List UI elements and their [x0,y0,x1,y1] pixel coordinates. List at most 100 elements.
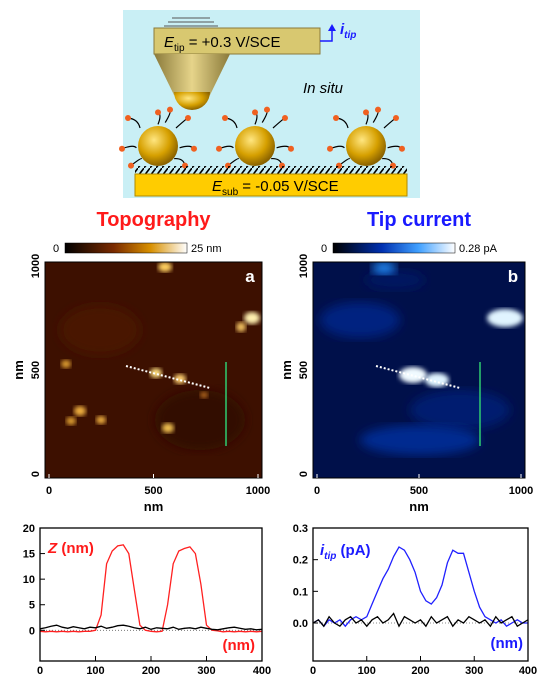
x-tick-label: 0 [310,665,316,675]
subscript: sub [222,187,239,198]
tip-holder [153,27,321,55]
nanoparticle [346,126,386,166]
y-axis-label: nm [11,360,26,380]
ligand-end [119,145,125,152]
tip-current-features [320,262,523,455]
y-tick-label: 500 [30,361,42,379]
y-tick-label: 0.0 [293,618,308,630]
y-tick-label: 0 [298,471,310,477]
panel-letter: b [508,267,518,286]
y-tick-label: 10 [23,574,35,586]
x-axis-label: (nm) [223,637,256,654]
symbol: i [320,542,325,559]
arrow-head [328,24,336,31]
data-line [39,544,263,633]
y-tick-label: 0 [29,625,35,637]
ligand-end [252,109,258,116]
y-tick-label: 15 [23,549,35,561]
x-tick-label: 0 [314,485,320,497]
current-arrow [320,29,333,42]
data-line [312,546,528,628]
map-title: Topography [96,209,211,231]
unit: (nm) [57,540,94,557]
y-tick-label: 0.3 [293,523,308,535]
ligand-end [222,115,228,121]
nanoparticle [138,126,178,166]
ligand-end [167,106,173,113]
colorbar-min: 0 [53,243,59,255]
in-situ-label: In situ [303,80,344,97]
y-tick-label: 0 [30,471,42,477]
y-tick-label: 1000 [30,254,42,278]
ligand-end [264,106,270,113]
map-title: Tip current [367,209,471,231]
ligand-end [216,145,222,152]
text: = +0.3 V/SCE [185,34,281,51]
tip-apex [174,92,210,110]
colorbar-max: 0.28 pA [459,243,498,255]
unit: (pA) [336,542,370,559]
substrate [134,173,408,197]
x-tick-label: 200 [411,665,429,675]
y-tick-label: 5 [29,600,35,612]
particles [119,106,405,169]
sam-layer [135,166,407,174]
x-axis-label: nm [409,499,429,514]
x-tick-label: 100 [86,665,104,675]
y-tick-label: 0.1 [293,586,308,598]
ligand-end [282,115,288,121]
ligand-end [327,145,333,152]
x-tick-label: 400 [519,665,537,675]
text: = -0.05 V/SCE [238,178,338,195]
y-tick-label: 500 [298,361,310,379]
subscript: tip [174,43,185,54]
ligand-end [375,106,381,113]
data-line [312,612,529,628]
x-tick-label: 300 [197,665,215,675]
ligand-end [128,162,134,169]
x-tick-label: 0 [46,485,52,497]
x-tick-label: 500 [410,485,428,497]
x-tick-label: 400 [253,665,271,675]
x-axis-label: nm [144,499,164,514]
ligand-end [333,115,339,121]
x-axis-label: (nm) [491,635,524,652]
subscript: tip [344,30,356,41]
x-tick-label: 200 [142,665,160,675]
x-tick-label: 300 [465,665,483,675]
ligand-end [155,109,161,116]
x-tick-label: 1000 [509,485,533,497]
y-tick-label: 20 [23,523,35,535]
panel-letter: a [245,267,255,286]
e-sub-label: Esub = -0.05 V/SCE [212,178,339,198]
subscript: tip [324,551,336,562]
topography-features [60,262,260,450]
ligand-end [399,145,405,152]
nanoparticle [235,126,275,166]
colorbar-max: 25 nm [191,243,222,255]
x-tick-label: 0 [37,665,43,675]
symbol: E [164,34,175,51]
colorbar [332,242,456,254]
ligand-end [393,115,399,121]
symbol: E [212,178,223,195]
x-tick-label: 100 [358,665,376,675]
ligand-end [125,115,131,121]
symbol: i [340,21,345,38]
y-axis-label: Z (nm) [47,540,94,557]
y-tick-label: 1000 [298,254,310,278]
y-tick-label: 0.2 [293,555,308,567]
x-tick-label: 1000 [246,485,270,497]
i-tip-label: itip [340,21,356,41]
data-line [39,624,263,631]
x-tick-label: 500 [144,485,162,497]
schematic: Etip = +0.3 V/SCE itip In situ Esub = -0… [119,10,420,198]
colorbar-min: 0 [321,243,327,255]
ligand-end [185,115,191,121]
ligand-end [191,145,197,152]
e-tip-label: Etip = +0.3 V/SCE [164,34,280,54]
symbol: Z [47,540,58,557]
y-axis-label: nm [279,360,294,380]
